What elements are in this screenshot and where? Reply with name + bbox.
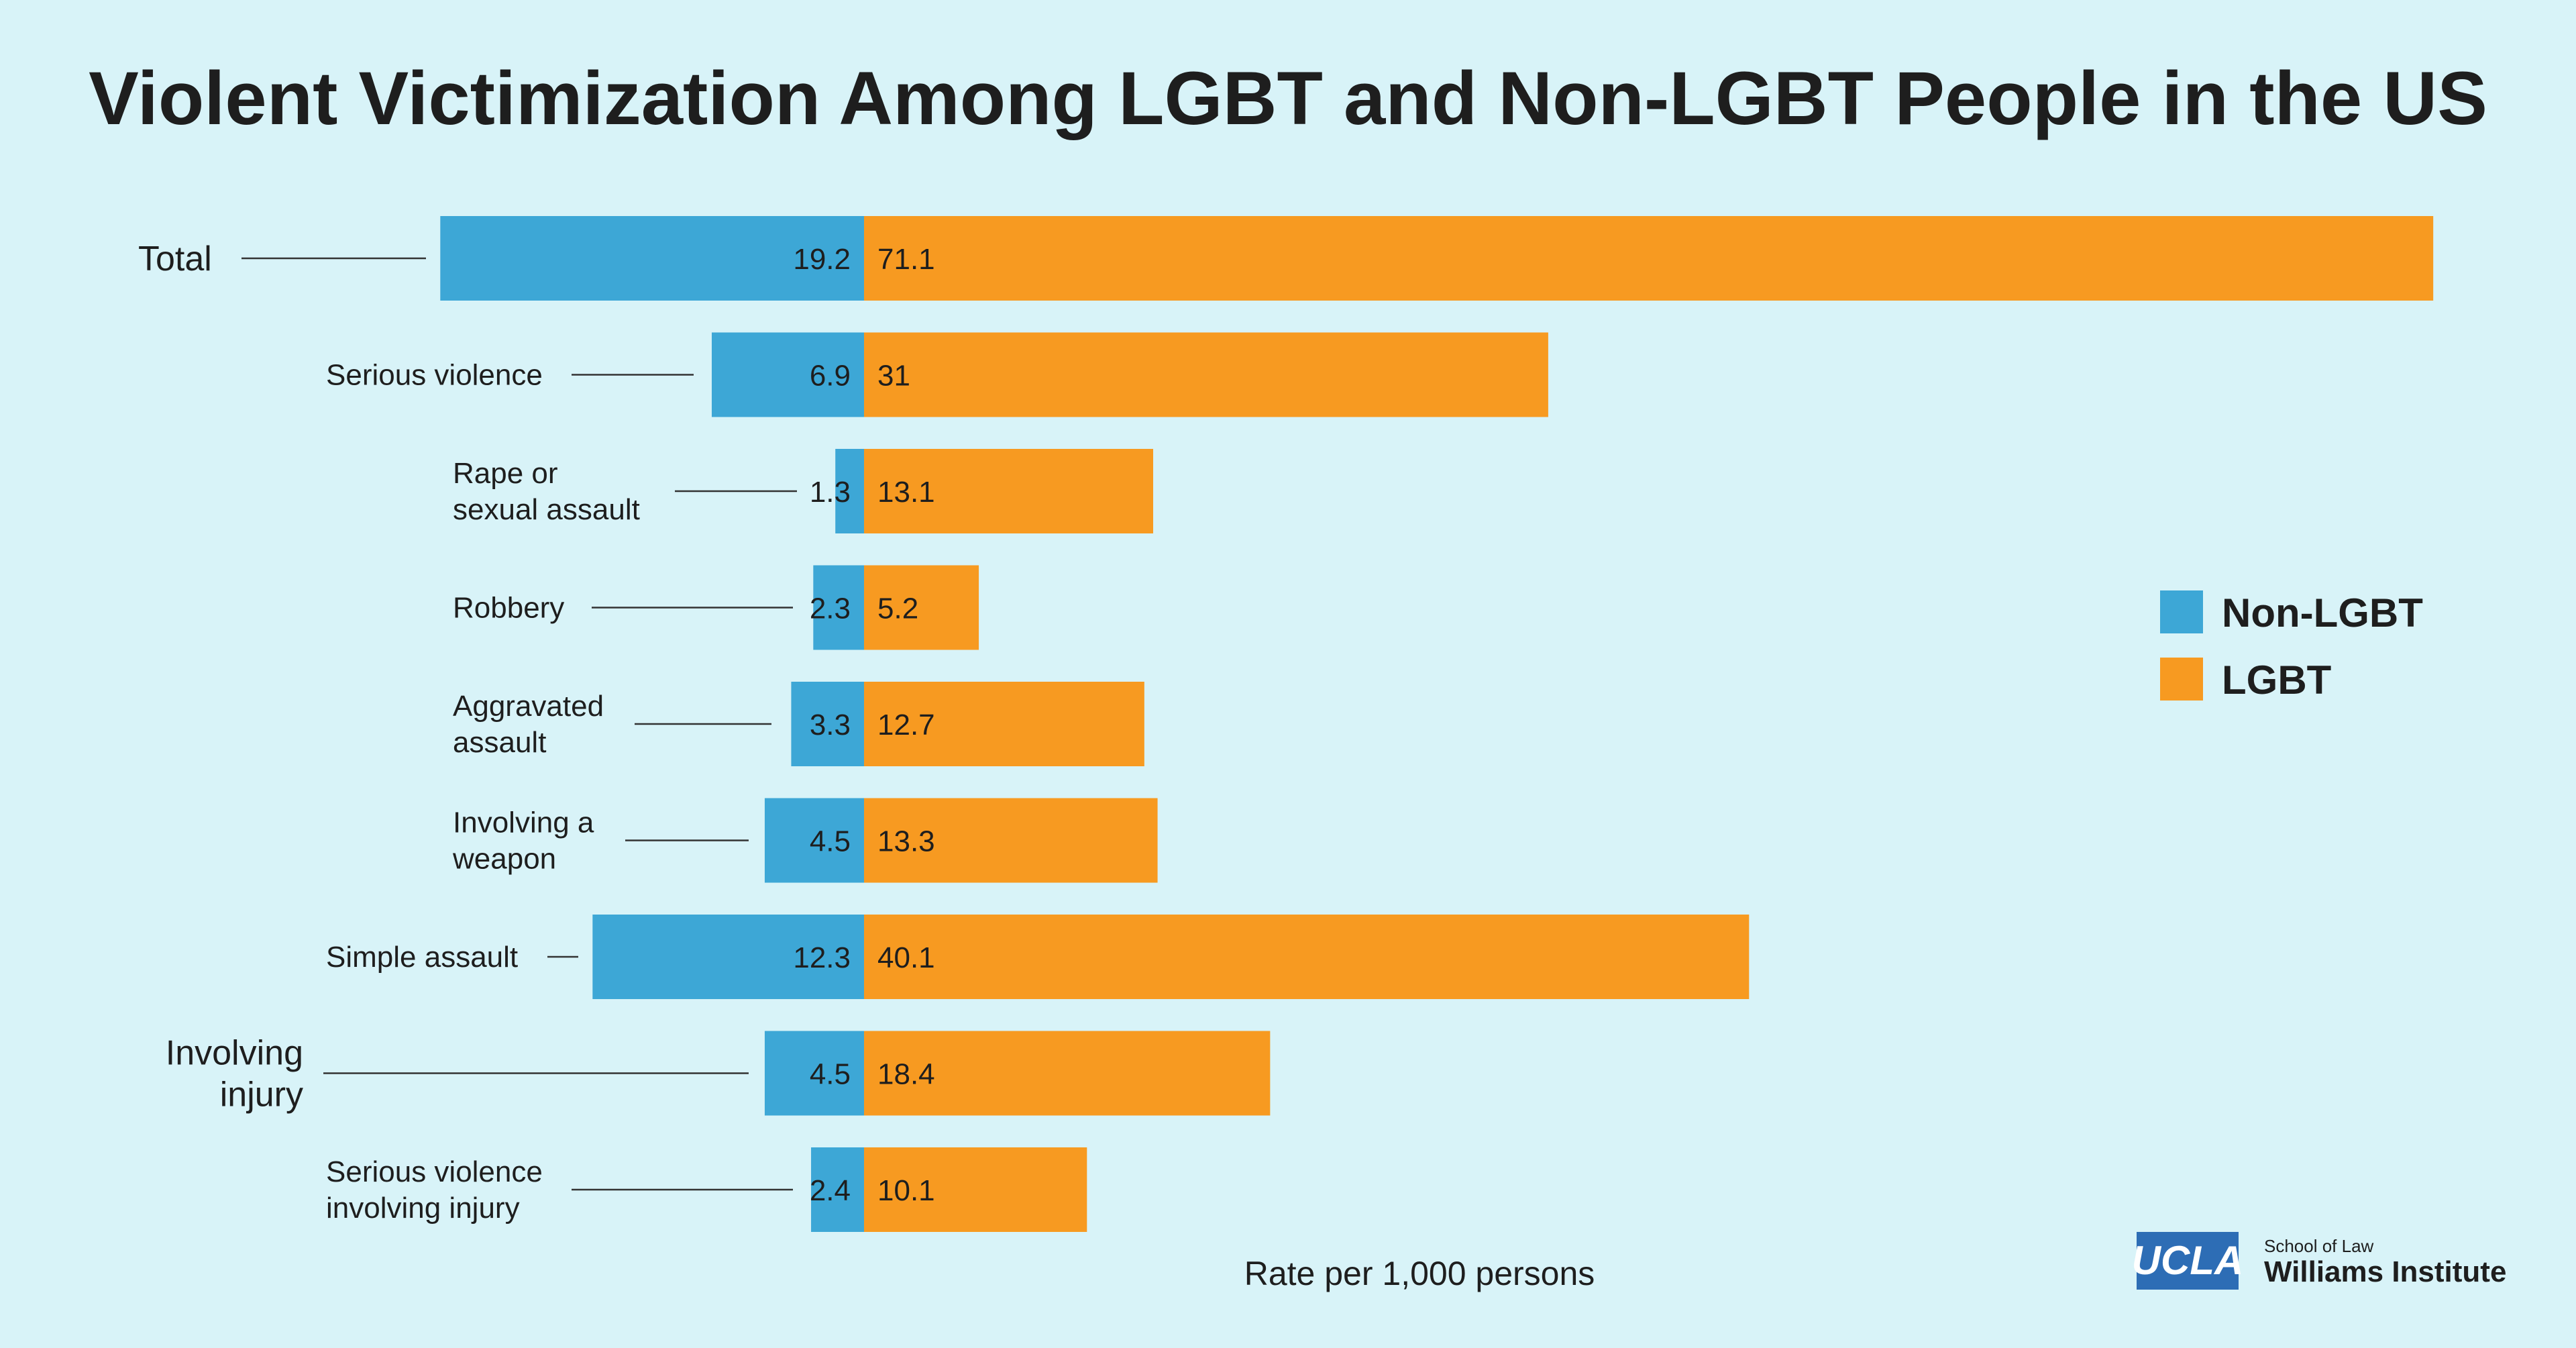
bar-lgbt-2 [864,449,1153,533]
value-label-lgbt-8: 10.1 [877,1174,935,1207]
value-label-lgbt-0: 71.1 [877,243,935,276]
category-label-3: Robbery [453,592,564,625]
logo-school-of-law: School of Law [2264,1236,2374,1256]
category-label-8: Serious violence involving injury [326,1155,543,1225]
x-axis-label: Rate per 1,000 persons [1244,1255,1595,1292]
bar-lgbt-6 [864,915,1750,999]
bar-non-lgbt-2 [835,449,864,533]
legend-swatch-0 [2160,590,2203,633]
value-label-non-lgbt-8: 2.4 [810,1174,851,1207]
bar-non-lgbt-8 [811,1147,864,1232]
category-label-2: Rape or sexual assault [453,457,640,526]
bar-non-lgbt-0 [440,216,864,301]
ucla-logo-text: UCLA [2132,1238,2244,1283]
bar-lgbt-3 [864,565,979,650]
chart-title: Violent Victimization Among LGBT and Non… [89,56,2487,140]
bar-non-lgbt-7 [764,1031,864,1116]
value-label-non-lgbt-2: 1.3 [810,476,851,509]
bar-non-lgbt-5 [764,798,864,883]
bars-group: 19.2 71.1 Total 6.9 31 Serious violence 1.3 13.… [138,216,2434,1232]
category-label-5: Involving a weapon [452,807,594,876]
legend: Non-LGBT LGBT [2160,590,2423,703]
value-label-lgbt-5: 13.3 [877,825,935,858]
bar-non-lgbt-3 [813,565,864,650]
value-label-lgbt-2: 13.1 [877,476,935,509]
value-label-non-lgbt-0: 19.2 [793,243,851,276]
value-label-non-lgbt-5: 4.5 [810,825,851,858]
bar-lgbt-8 [864,1147,1087,1232]
legend-label-1: LGBT [2222,658,2331,703]
category-label-0: Total [138,240,212,278]
value-label-non-lgbt-3: 2.3 [810,592,851,625]
bar-lgbt-1 [864,332,1548,417]
value-label-non-lgbt-6: 12.3 [793,941,851,974]
value-label-non-lgbt-1: 6.9 [810,360,851,393]
value-label-lgbt-6: 40.1 [877,941,935,974]
bar-lgbt-7 [864,1031,1271,1116]
value-label-lgbt-4: 12.7 [877,709,935,741]
bar-lgbt-5 [864,798,1158,883]
bar-non-lgbt-4 [791,682,864,766]
category-label-4: Aggravated assault [453,690,604,759]
value-label-lgbt-1: 31 [877,360,910,393]
category-label-6: Simple assault [326,941,518,974]
bar-non-lgbt-1 [711,332,864,417]
category-label-1: Serious violence [326,359,543,392]
value-label-non-lgbt-7: 4.5 [810,1058,851,1091]
ucla-williams-logo: UCLA School of Law Williams Institute [2132,1232,2506,1290]
value-label-non-lgbt-4: 3.3 [810,709,851,741]
logo-williams-institute: Williams Institute [2264,1255,2506,1288]
legend-swatch-1 [2160,658,2203,701]
bar-non-lgbt-6 [592,915,864,999]
value-label-lgbt-3: 5.2 [877,592,918,625]
bar-lgbt-4 [864,682,1144,766]
bar-lgbt-0 [864,216,2434,301]
value-label-lgbt-7: 18.4 [877,1058,935,1091]
category-label-7: Involving injury [166,1034,303,1114]
legend-label-0: Non-LGBT [2222,590,2423,635]
ucla-logo-box [2137,1232,2239,1290]
